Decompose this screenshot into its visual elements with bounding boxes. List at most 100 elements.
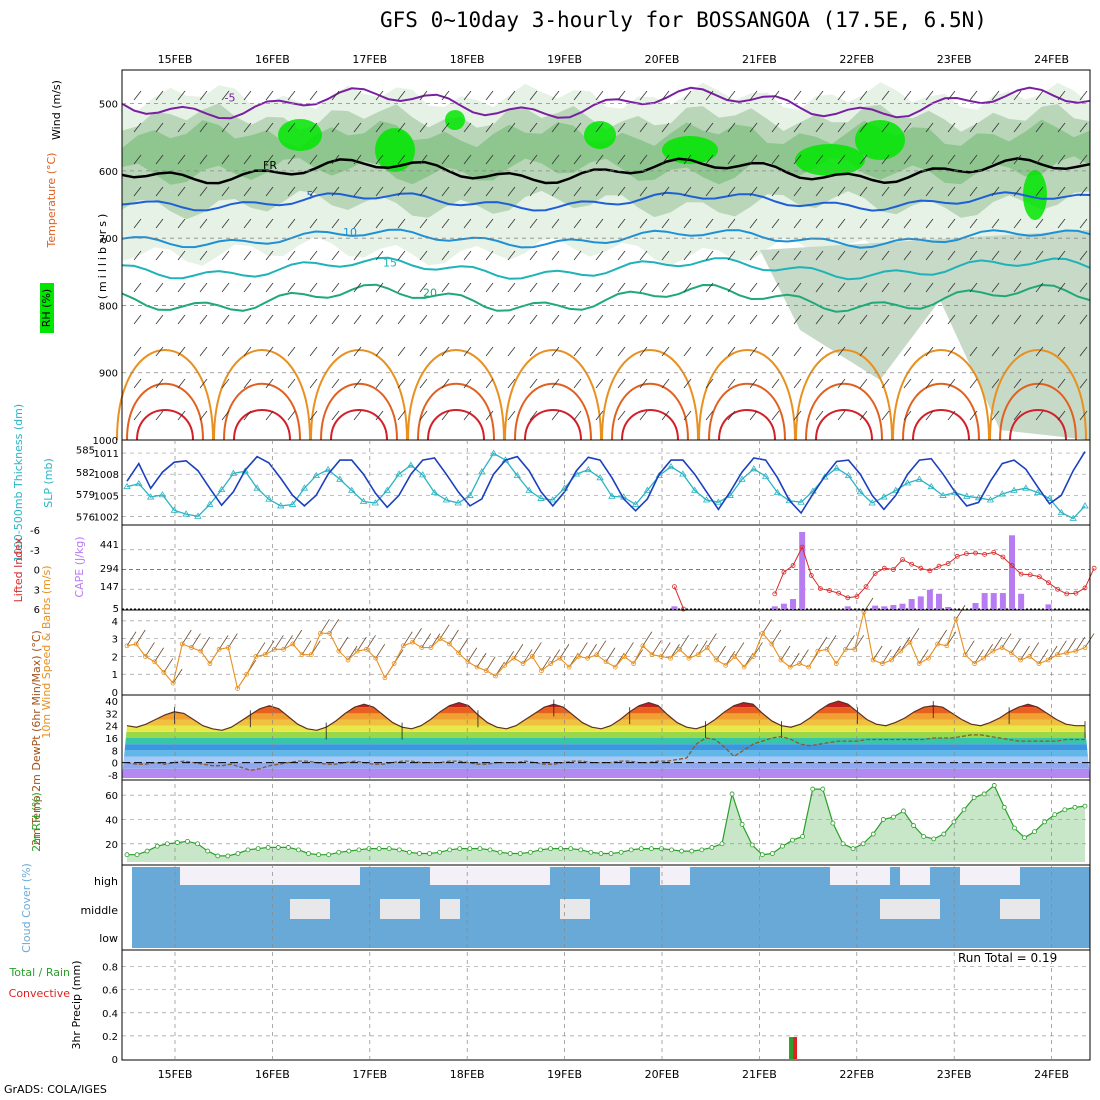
wind-barb: [485, 314, 494, 325]
rh-axis-label: 2m RH (%): [30, 792, 43, 852]
wind-barb: [172, 668, 183, 684]
wind-barb: [947, 378, 956, 389]
rh-shading-band: [122, 119, 1090, 185]
wind-speed-point: [962, 652, 968, 658]
wind-speed-point: [336, 648, 342, 654]
thickness-point: [277, 502, 285, 509]
wind-barb: [177, 282, 186, 293]
rh-point: [497, 849, 503, 855]
wind-barb: [891, 645, 901, 661]
wind-barb: [1013, 218, 1022, 229]
wind-barb: [485, 378, 494, 389]
lifted-index-point: [790, 563, 796, 568]
wind-barb: [1057, 154, 1066, 165]
wind-speed-point: [889, 657, 894, 663]
rh-point: [1052, 812, 1058, 817]
wind-barb: [200, 636, 211, 652]
wind-speed-point: [502, 662, 508, 668]
thickness-point: [549, 496, 557, 503]
wind-barb: [227, 633, 238, 648]
thickness-point: [702, 496, 711, 503]
wind-barb: [660, 642, 671, 657]
wind-barb: [331, 250, 340, 261]
wind-barb: [639, 410, 648, 421]
wind-barb: [925, 90, 934, 101]
cape-bar: [890, 605, 897, 609]
wind-speed-point: [1045, 657, 1051, 663]
wind-speed-line: [126, 611, 1086, 690]
wind-barb: [1057, 250, 1066, 261]
rh-point: [840, 841, 846, 847]
wind-barb: [683, 122, 692, 133]
wind-speed-point: [179, 641, 185, 647]
wind-barb: [485, 122, 494, 133]
wind-barb: [859, 346, 868, 357]
wind-speed-point: [677, 646, 683, 652]
wind-barb: [683, 282, 692, 293]
temp-tick-label: 8: [112, 746, 118, 757]
wind-speed-point: [281, 646, 286, 652]
rh-point: [810, 786, 816, 792]
wind-barb: [771, 218, 780, 229]
slp-thickness-panel: [122, 449, 1090, 521]
warm-contour: [514, 382, 592, 441]
wind-barb: [1057, 410, 1066, 421]
wind-barb: [485, 656, 496, 671]
wind-barb: [596, 640, 607, 655]
thickness-point: [442, 496, 451, 503]
wind-barb: [991, 250, 1000, 261]
wind-barb: [255, 642, 266, 657]
wind-speed-point: [926, 655, 931, 661]
wind-speed-point: [824, 646, 830, 652]
wind-barb: [859, 90, 868, 101]
lifted-index-point: [1055, 586, 1061, 592]
wind-barb: [815, 154, 824, 165]
wind-barb: [1079, 218, 1088, 229]
wind-barb: [243, 90, 252, 101]
wind-barb: [793, 154, 802, 165]
wind-barb: [815, 410, 824, 421]
wind-speed-point: [640, 643, 646, 649]
cape-bar: [790, 599, 797, 609]
warm-contour: [621, 409, 679, 441]
wind-barb: [507, 186, 516, 197]
wind-barb: [661, 186, 670, 197]
wind-speed-point: [290, 641, 296, 647]
wind-barb: [679, 635, 690, 650]
rh-high-blob: [445, 110, 465, 130]
wind-speed-point: [741, 664, 747, 670]
wind-barb: [661, 218, 670, 229]
wind-barb: [353, 410, 362, 421]
rh-point: [326, 852, 332, 858]
wind-speed-point: [520, 661, 526, 666]
wind-barb: [617, 218, 626, 229]
thickness-axis-label: 1000-500mb Thickness (dm): [12, 404, 25, 562]
wind-barb: [925, 410, 934, 421]
wind-speed-point: [308, 652, 314, 658]
wind-speed-point: [1064, 650, 1069, 656]
wind-speed-point: [972, 661, 977, 666]
wind-barb: [771, 90, 780, 101]
wind-barb: [947, 346, 956, 357]
wind-barb: [529, 122, 538, 133]
wind-barb: [1013, 282, 1022, 293]
wind-barb: [771, 154, 780, 165]
wind-speed-point: [843, 646, 848, 652]
wind-barb: [793, 90, 802, 101]
wind-barb: [458, 638, 468, 654]
slp-line: [126, 451, 1086, 515]
wind-barb: [155, 250, 164, 261]
wind-barb: [133, 90, 142, 101]
cape-bar: [771, 606, 778, 609]
rh-point: [316, 852, 322, 858]
wind-barb: [221, 314, 230, 325]
wind-barb: [419, 314, 428, 325]
rh-point: [1082, 803, 1088, 809]
wind-barb: [771, 314, 780, 325]
wind-barb: [661, 122, 670, 133]
wind-barb: [419, 122, 428, 133]
wind-barb: [1079, 186, 1088, 197]
wind-barb: [243, 346, 252, 357]
wind-barb: [749, 282, 758, 293]
wind-barb: [727, 250, 736, 261]
